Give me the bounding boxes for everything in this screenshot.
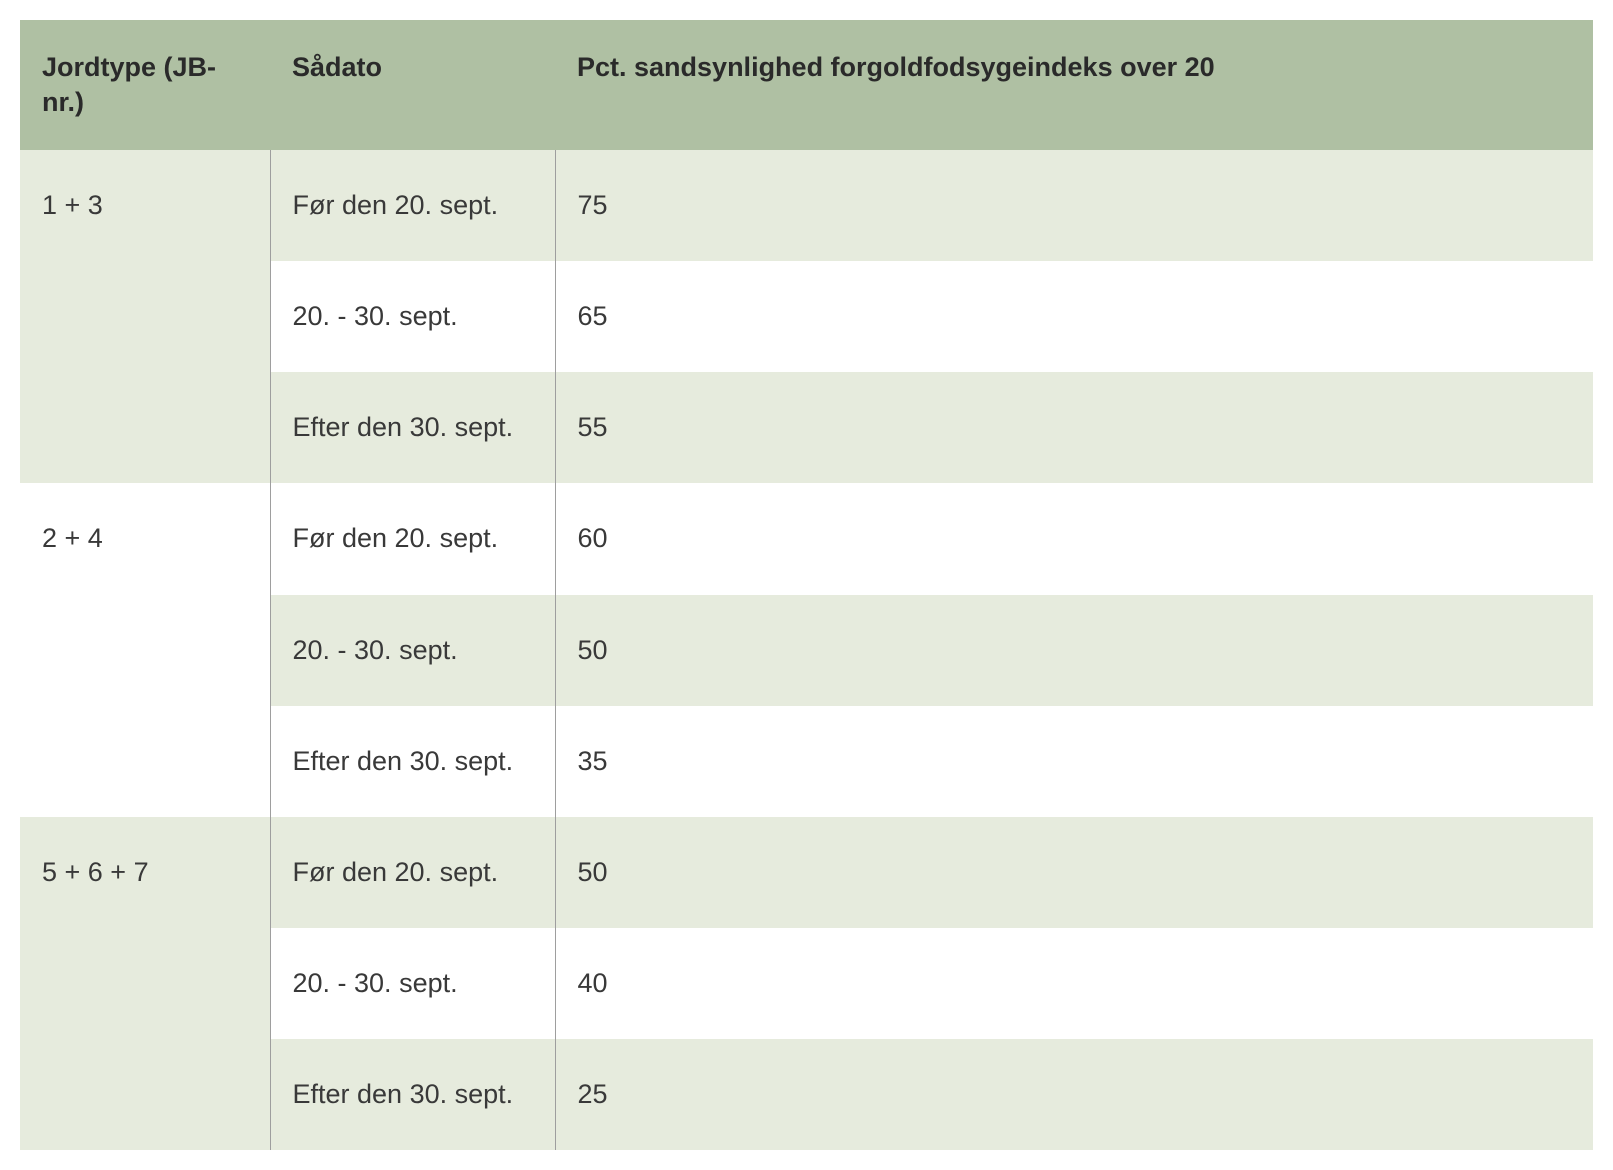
table-row: 2 + 4 Før den 20. sept. 60: [20, 483, 1593, 594]
cell-saadato: 20. - 30. sept.: [270, 595, 555, 706]
cell-saadato: Efter den 30. sept.: [270, 1039, 555, 1150]
cell-saadato: 20. - 30. sept.: [270, 928, 555, 1039]
table-header-row: Jordtype (JB-nr.) Sådato Pct. sandsynlig…: [20, 20, 1593, 150]
cell-saadato: Efter den 30. sept.: [270, 372, 555, 483]
cell-pct: 40: [555, 928, 1593, 1039]
cell-saadato: Før den 20. sept.: [270, 817, 555, 928]
cell-jordtype: 5 + 6 + 7: [20, 817, 270, 1150]
cell-jordtype: 2 + 4: [20, 483, 270, 816]
cell-saadato: Før den 20. sept.: [270, 483, 555, 594]
cell-pct: 55: [555, 372, 1593, 483]
cell-pct: 65: [555, 261, 1593, 372]
cell-pct: 75: [555, 150, 1593, 261]
cell-pct: 50: [555, 595, 1593, 706]
cell-saadato: Efter den 30. sept.: [270, 706, 555, 817]
table: Jordtype (JB-nr.) Sådato Pct. sandsynlig…: [20, 20, 1593, 1150]
col-header-pct: Pct. sandsynlighed forgoldfodsygeindeks …: [555, 20, 1593, 150]
soil-probability-table: Jordtype (JB-nr.) Sådato Pct. sandsynlig…: [20, 20, 1593, 1150]
cell-saadato: Før den 20. sept.: [270, 150, 555, 261]
cell-jordtype: 1 + 3: [20, 150, 270, 483]
col-header-jordtype: Jordtype (JB-nr.): [20, 20, 270, 150]
col-header-saadato: Sådato: [270, 20, 555, 150]
cell-saadato: 20. - 30. sept.: [270, 261, 555, 372]
cell-pct: 50: [555, 817, 1593, 928]
cell-pct: 35: [555, 706, 1593, 817]
cell-pct: 25: [555, 1039, 1593, 1150]
table-row: 5 + 6 + 7 Før den 20. sept. 50: [20, 817, 1593, 928]
table-row: 1 + 3 Før den 20. sept. 75: [20, 150, 1593, 261]
cell-pct: 60: [555, 483, 1593, 594]
